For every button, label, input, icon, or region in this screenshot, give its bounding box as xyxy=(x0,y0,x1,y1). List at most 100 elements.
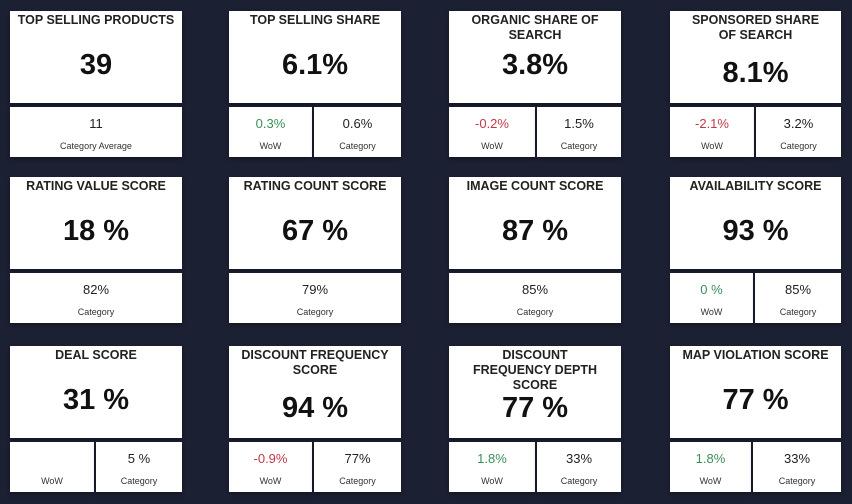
kpi-card-sponsored-share-of-search: SPONSORED SHARE OF SEARCH 8.1% -2.1% WoW… xyxy=(670,11,841,157)
kpi-header: TOP SELLING PRODUCTS 39 xyxy=(10,11,182,103)
kpi-category: 1.5% Category xyxy=(537,107,621,157)
kpi-card-deal-score: DEAL SCORE 31 % WoW 5 % Category xyxy=(10,346,182,492)
kpi-title: MAP VIOLATION SCORE xyxy=(682,348,829,362)
kpi-value: 3.8% xyxy=(501,49,569,81)
kpi-header: IMAGE COUNT SCORE 87 % xyxy=(449,177,621,269)
sub-value: 33% xyxy=(783,451,811,466)
kpi-title: DISCOUNT FREQUENCY SCORE xyxy=(241,348,389,377)
kpi-category: 82% Category xyxy=(10,273,182,323)
kpi-value: 87 % xyxy=(501,215,569,247)
kpi-wow: -0.2% WoW xyxy=(449,107,535,157)
kpi-category: 3.2% Category xyxy=(756,107,841,157)
sub-label: Category xyxy=(780,141,817,151)
kpi-header: DISCOUNT FREQUENCY SCORE 94 % xyxy=(229,346,401,438)
kpi-card-availability-score: AVAILABILITY SCORE 93 % 0 % WoW 85% Cate… xyxy=(670,177,841,323)
kpi-title: AVAILABILITY SCORE xyxy=(689,179,822,193)
kpi-card-discount-frequency-score: DISCOUNT FREQUENCY SCORE 94 % -0.9% WoW … xyxy=(229,346,401,492)
kpi-title: RATING COUNT SCORE xyxy=(243,179,387,193)
kpi-category: 77% Category xyxy=(314,442,401,492)
kpi-card-rating-count-score: RATING COUNT SCORE 67 % 79% Category xyxy=(229,177,401,323)
kpi-category: 79% Category xyxy=(229,273,401,323)
kpi-header: RATING VALUE SCORE 18 % xyxy=(10,177,182,269)
kpi-card-top-selling-share: TOP SELLING SHARE 6.1% 0.3% WoW 0.6% Cat… xyxy=(229,11,401,157)
sub-label: Category xyxy=(120,476,158,486)
kpi-wow: 0 % WoW xyxy=(670,273,753,323)
sub-value: -0.2% xyxy=(475,116,509,131)
kpi-title: TOP SELLING SHARE xyxy=(249,13,381,27)
sub-label: Category xyxy=(560,476,598,486)
kpi-header: DISCOUNT FREQUENCY DEPTH SCORE 77 % xyxy=(449,346,621,438)
kpi-category: 85% Category xyxy=(449,273,621,323)
kpi-header: RATING COUNT SCORE 67 % xyxy=(229,177,401,269)
sub-value: 0.6% xyxy=(342,116,373,131)
sub-value: 85% xyxy=(784,282,812,297)
kpi-wow: 1.8% WoW xyxy=(449,442,535,492)
kpi-value: 94 % xyxy=(281,392,349,424)
sub-label: Category xyxy=(296,307,334,317)
kpi-value: 77 % xyxy=(501,392,569,424)
kpi-title: RATING VALUE SCORE xyxy=(26,179,166,193)
kpi-category: 5 % Category xyxy=(96,442,182,492)
kpi-title: SPONSORED SHARE OF SEARCH xyxy=(691,13,820,42)
kpi-header: AVAILABILITY SCORE 93 % xyxy=(670,177,841,269)
kpi-header: SPONSORED SHARE OF SEARCH 8.1% xyxy=(670,11,841,103)
kpi-card-organic-share-of-search: ORGANIC SHARE OF SEARCH 3.8% -0.2% WoW 1… xyxy=(449,11,621,157)
sub-value: 1.5% xyxy=(564,116,594,131)
kpi-value: 93 % xyxy=(722,215,789,247)
kpi-header: TOP SELLING SHARE 6.1% xyxy=(229,11,401,103)
kpi-value: 31 % xyxy=(62,384,130,416)
kpi-header: ORGANIC SHARE OF SEARCH 3.8% xyxy=(449,11,621,103)
sub-value: 82% xyxy=(82,282,110,297)
sub-label: Category xyxy=(77,307,115,317)
sub-label: WoW xyxy=(259,141,282,151)
sub-value: 3.2% xyxy=(783,116,814,131)
sub-value: -2.1% xyxy=(695,116,729,131)
sub-label: Category xyxy=(339,476,376,486)
kpi-value: 6.1% xyxy=(281,49,349,81)
kpi-title: DEAL SCORE xyxy=(55,348,137,362)
kpi-wow: 0.3% WoW xyxy=(229,107,312,157)
sub-value: 77% xyxy=(344,451,371,466)
sub-value: 79% xyxy=(301,282,329,297)
kpi-card-rating-value-score: RATING VALUE SCORE 18 % 82% Category xyxy=(10,177,182,323)
kpi-card-map-violation-score: MAP VIOLATION SCORE 77 % 1.8% WoW 33% Ca… xyxy=(670,346,841,492)
sub-label: Category xyxy=(339,141,376,151)
sub-label: WoW xyxy=(481,141,503,151)
kpi-category: 33% Category xyxy=(753,442,841,492)
kpi-category: 33% Category xyxy=(537,442,621,492)
kpi-value: 39 xyxy=(79,49,113,81)
sub-value: 5 % xyxy=(127,451,151,466)
sub-label: Category xyxy=(778,476,816,486)
sub-label: WoW xyxy=(699,476,722,486)
sub-value: -0.9% xyxy=(253,451,288,466)
kpi-category-average: 11 Category Average xyxy=(10,107,182,157)
sub-label: Category xyxy=(779,307,817,317)
kpi-value: 8.1% xyxy=(722,57,789,89)
kpi-header: DEAL SCORE 31 % xyxy=(10,346,182,438)
sub-label: Category Average xyxy=(60,141,132,151)
kpi-title: IMAGE COUNT SCORE xyxy=(466,179,604,193)
kpi-wow: -0.9% WoW xyxy=(229,442,312,492)
sub-value: 11 xyxy=(89,116,103,131)
sub-value: 0.3% xyxy=(255,116,286,131)
kpi-value: 67 % xyxy=(281,215,349,247)
sub-value: 1.8% xyxy=(695,451,726,466)
kpi-wow: -2.1% WoW xyxy=(670,107,754,157)
kpi-card-image-count-score: IMAGE COUNT SCORE 87 % 85% Category xyxy=(449,177,621,323)
sub-label: Category xyxy=(516,307,554,317)
sub-value: 1.8% xyxy=(477,451,507,466)
sub-label: WoW xyxy=(481,476,503,486)
kpi-value: 18 % xyxy=(62,215,130,247)
kpi-value: 77 % xyxy=(722,384,789,416)
kpi-wow: WoW xyxy=(10,442,94,492)
kpi-title: DISCOUNT FREQUENCY DEPTH SCORE xyxy=(472,348,598,392)
sub-label: WoW xyxy=(41,476,63,486)
sub-label: WoW xyxy=(259,476,282,486)
sub-value: 85% xyxy=(521,282,549,297)
sub-label: WoW xyxy=(701,141,723,151)
kpi-category: 85% Category xyxy=(755,273,841,323)
kpi-card-top-selling-products: TOP SELLING PRODUCTS 39 11 Category Aver… xyxy=(10,11,182,157)
kpi-title: ORGANIC SHARE OF SEARCH xyxy=(471,13,599,42)
sub-label: WoW xyxy=(700,307,723,317)
sub-value: 33% xyxy=(565,451,593,466)
